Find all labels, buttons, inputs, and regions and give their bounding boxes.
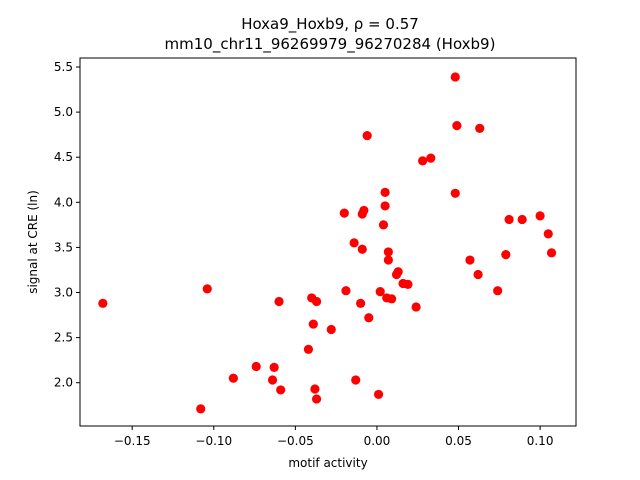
x-tick-label: −0.10: [195, 434, 232, 448]
x-tick-label: 0.10: [527, 434, 554, 448]
data-point-0: [98, 298, 108, 308]
data-point-54: [546, 248, 557, 258]
y-tick-label: 3.5: [54, 240, 73, 254]
data-point-41: [426, 153, 436, 163]
data-point-42: [450, 72, 460, 82]
y-axis-ticks: 2.0 2.5 3.0 3.5 4.0 4.5 5.0 5.5: [54, 60, 80, 390]
data-point-45: [465, 255, 475, 265]
data-point-28: [378, 220, 389, 230]
y-tick-label: 2.0: [54, 376, 73, 390]
data-point-7: [274, 296, 284, 307]
data-point-36: [393, 267, 403, 277]
x-tick-label: −0.15: [114, 434, 151, 448]
chart-title-line2: mm10_chr11_96269979_96270284 (Hoxb9): [165, 35, 496, 54]
y-tick-label: 5.5: [54, 60, 73, 74]
y-axis-label: signal at CRE (ln): [26, 190, 40, 294]
data-point-34: [387, 294, 397, 304]
data-point-30: [380, 201, 390, 211]
data-point-25: [364, 313, 374, 323]
data-point-43: [450, 188, 460, 198]
data-point-1: [196, 404, 206, 414]
data-point-13: [311, 394, 322, 404]
data-point-12: [310, 384, 320, 394]
data-point-46: [473, 269, 483, 280]
data-point-53: [543, 229, 553, 239]
data-point-29: [380, 187, 390, 197]
chart-title-line1: Hoxa9_Hoxb9, ρ = 0.57: [241, 15, 419, 34]
data-point-4: [251, 361, 261, 372]
x-tick-label: 0.00: [364, 434, 391, 448]
data-point-17: [341, 286, 351, 296]
data-point-47: [475, 123, 485, 133]
data-point-14: [311, 296, 322, 307]
data-point-48: [493, 286, 503, 296]
data-point-6: [269, 362, 279, 372]
data-point-26: [373, 389, 384, 400]
data-point-27: [375, 287, 385, 297]
data-point-39: [411, 302, 421, 312]
x-axis-ticks: −0.15 −0.10 −0.05 0.00 0.05 0.10: [114, 426, 554, 448]
data-point-50: [504, 214, 514, 225]
data-point-33: [383, 255, 393, 265]
data-point-23: [359, 205, 369, 216]
data-point-19: [351, 375, 361, 385]
y-tick-label: 5.0: [54, 105, 73, 119]
data-point-49: [501, 250, 511, 260]
data-point-51: [517, 214, 527, 225]
y-tick-label: 4.0: [54, 195, 73, 209]
data-points: [98, 72, 557, 414]
data-point-11: [308, 319, 318, 329]
data-point-44: [452, 121, 462, 131]
data-point-32: [383, 247, 393, 257]
data-point-18: [349, 238, 359, 248]
data-point-24: [362, 130, 372, 141]
y-tick-label: 2.5: [54, 331, 73, 345]
data-point-16: [339, 208, 349, 218]
data-point-52: [535, 211, 545, 221]
data-point-22: [357, 244, 367, 254]
data-point-5: [267, 375, 278, 385]
data-point-3: [228, 373, 238, 383]
data-point-8: [276, 385, 286, 395]
x-tick-label: −0.05: [277, 434, 314, 448]
data-point-20: [356, 298, 366, 308]
y-tick-label: 3.0: [54, 286, 73, 300]
data-point-2: [202, 284, 212, 294]
y-tick-label: 4.5: [54, 150, 73, 164]
plot-frame: [79, 57, 577, 427]
x-axis-label: motif activity: [288, 456, 367, 470]
data-point-40: [418, 156, 428, 166]
x-tick-label: 0.05: [445, 434, 472, 448]
data-point-38: [403, 279, 413, 289]
data-point-15: [326, 324, 336, 335]
data-point-9: [303, 344, 314, 354]
